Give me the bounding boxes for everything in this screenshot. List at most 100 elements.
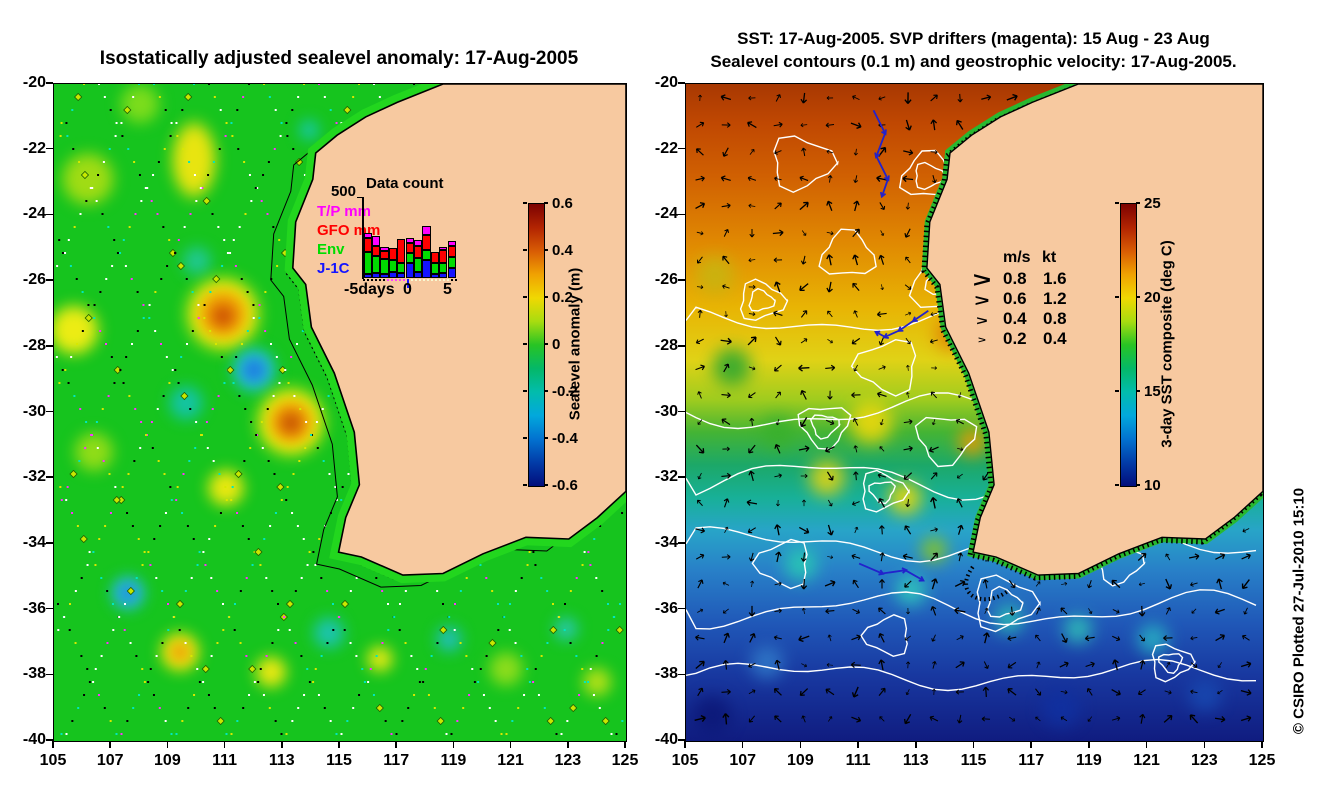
- x-tick-label: 115: [960, 752, 987, 769]
- sealevel-colorbar-tick: [523, 249, 527, 251]
- track-dot: [71, 109, 74, 111]
- track-dot: [226, 252, 229, 254]
- velocity-arrow: [749, 417, 755, 426]
- sealevel-colorbar-tick: [523, 202, 527, 204]
- velocity-arrow: [800, 255, 807, 265]
- track-dot: [67, 382, 70, 384]
- velocity-arrow: [800, 578, 808, 590]
- velocity-arrow: [722, 608, 729, 614]
- track-dot: [266, 213, 269, 215]
- track-dot: [301, 330, 304, 332]
- track-dot: [436, 590, 439, 592]
- velocity-arrow: [1166, 661, 1171, 668]
- inset-zero-marker: [407, 279, 409, 288]
- track-dot: [216, 590, 219, 592]
- track-dot: [143, 681, 146, 683]
- velocity-legend-header: m/s: [1003, 249, 1031, 266]
- y-tick-mark: [678, 345, 685, 347]
- track-dot: [217, 226, 220, 228]
- bar-segment-gfo-mm: [413, 245, 423, 258]
- track-dot: [257, 681, 260, 683]
- track-dot: [326, 590, 329, 592]
- track-dot: [358, 694, 361, 696]
- track-dot: [134, 213, 137, 215]
- track-dot: [303, 174, 306, 176]
- track-dot: [284, 369, 287, 371]
- inset-baseline-dot: [391, 279, 393, 281]
- track-dot: [373, 84, 375, 85]
- track-dot: [260, 421, 263, 423]
- track-dot: [137, 538, 140, 540]
- track-dot: [288, 629, 291, 631]
- track-dot: [601, 590, 604, 592]
- contour-ring: [868, 481, 897, 505]
- velocity-arrow: [800, 123, 808, 128]
- track-dot: [265, 577, 268, 579]
- track-dot: [119, 369, 122, 371]
- track-dot: [583, 681, 586, 683]
- track-dot: [67, 239, 70, 241]
- track-dot: [286, 135, 289, 137]
- sst-colorbar-tick-label: 10: [1144, 477, 1161, 494]
- x-tick-label: 111: [212, 752, 238, 769]
- velocity-arrow: [1085, 661, 1095, 668]
- track-dot: [528, 551, 531, 553]
- track-dot: [454, 603, 456, 605]
- velocity-arrow: [905, 202, 910, 210]
- velocity-arrow: [851, 337, 861, 345]
- track-dot: [191, 291, 194, 293]
- velocity-arrow: [879, 552, 885, 562]
- velocity-arrow: [853, 417, 859, 426]
- velocity-arrow: [775, 391, 781, 399]
- sst-colorbar-tick: [1115, 390, 1119, 392]
- svp-drifter-tracks: [858, 109, 929, 582]
- x-tick-mark: [684, 741, 686, 748]
- track-dot: [133, 460, 136, 462]
- velocity-arrow: [1088, 608, 1093, 615]
- track-dot: [210, 655, 213, 657]
- velocity-arrow: [876, 311, 887, 318]
- velocity-arrow: [1138, 605, 1146, 617]
- velocity-arrow: [981, 716, 991, 722]
- inset-baseline-dot: [435, 279, 437, 281]
- track-dot: [86, 668, 89, 670]
- velocity-arrow: [1191, 608, 1197, 614]
- velocity-arrow: [853, 148, 858, 156]
- inset-baseline-dot: [415, 279, 417, 281]
- velocity-arrow: [747, 336, 757, 346]
- track-dot: [268, 707, 271, 709]
- track-dot: [212, 460, 215, 462]
- velocity-arrow: [697, 687, 704, 697]
- track-dot: [59, 135, 62, 137]
- track-dot: [500, 733, 503, 735]
- track-dot: [126, 512, 129, 514]
- velocity-arrow: [1243, 607, 1248, 615]
- track-dot: [222, 629, 225, 631]
- velocity-arrow: [748, 470, 755, 482]
- velocity-arrow: [1165, 578, 1173, 590]
- velocity-arrow: [955, 418, 964, 425]
- bar-segment-gfo-mm: [405, 243, 414, 253]
- velocity-arrow: [800, 338, 808, 344]
- track-dot: [442, 603, 444, 605]
- velocity-arrow: [1008, 579, 1016, 589]
- track-dot: [433, 707, 436, 709]
- x-tick-label: 119: [440, 752, 467, 769]
- track-dot: [105, 278, 108, 280]
- drifter-arrowhead: [882, 332, 889, 339]
- track-dot: [193, 174, 196, 176]
- track-dot: [109, 109, 112, 111]
- velocity-arrow: [800, 473, 808, 479]
- track-diamond: [234, 469, 243, 479]
- velocity-arrow: [774, 581, 782, 586]
- velocity-arrow: [878, 633, 885, 643]
- bar-segment-t-p-mm: [405, 238, 414, 244]
- track-dot: [112, 629, 115, 631]
- track-dot: [147, 681, 150, 683]
- track-dot: [177, 239, 180, 241]
- velocity-arrow: [957, 447, 964, 452]
- track-dot: [335, 122, 338, 124]
- velocity-arrow: [957, 392, 962, 399]
- sst-colorbar: [1120, 203, 1137, 487]
- bar-segment-env: [405, 252, 414, 263]
